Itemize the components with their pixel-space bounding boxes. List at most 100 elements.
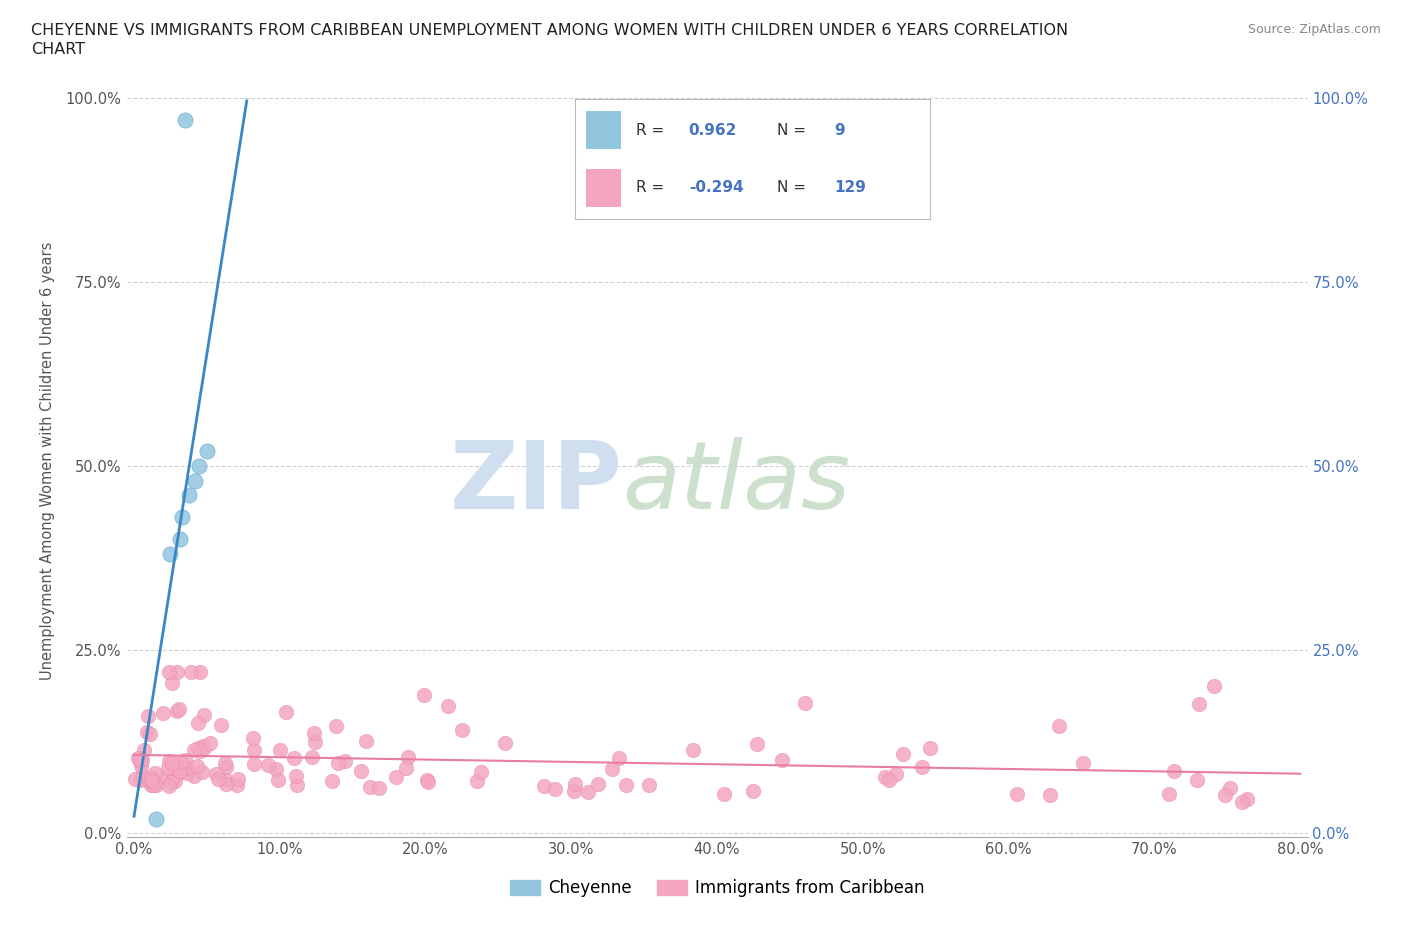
Point <box>242 730 264 745</box>
Point <box>145 777 167 792</box>
Point <box>637 777 659 792</box>
Point <box>191 738 214 753</box>
Point <box>450 723 472 737</box>
Point <box>321 773 343 788</box>
Point <box>1071 755 1094 770</box>
Point <box>193 708 215 723</box>
Point <box>242 742 264 757</box>
Point <box>385 770 408 785</box>
Point <box>359 779 381 794</box>
Point <box>215 759 238 774</box>
Point <box>562 784 585 799</box>
Point <box>145 765 167 780</box>
Point <box>169 532 191 547</box>
Legend: Cheyenne, Immigrants from Caribbean: Cheyenne, Immigrants from Caribbean <box>503 872 931 904</box>
Point <box>1236 791 1258 806</box>
Point <box>160 774 183 789</box>
Point <box>166 664 188 679</box>
Point <box>285 769 308 784</box>
Point <box>269 743 291 758</box>
Point <box>302 725 325 740</box>
Point <box>243 756 266 771</box>
Point <box>207 771 229 786</box>
Point <box>267 773 290 788</box>
Point <box>918 741 941 756</box>
Point <box>1039 788 1062 803</box>
Point <box>276 705 298 720</box>
Point <box>139 770 162 785</box>
Point <box>176 766 198 781</box>
Point <box>152 705 174 720</box>
Point <box>416 772 439 787</box>
Point <box>544 781 567 796</box>
Point <box>1230 794 1253 809</box>
Point <box>134 743 156 758</box>
Point <box>127 751 149 765</box>
Point <box>350 764 373 778</box>
Point <box>1188 697 1211 711</box>
Point <box>214 771 236 786</box>
Point <box>395 761 418 776</box>
Point <box>1219 780 1241 795</box>
Point <box>128 754 150 769</box>
Point <box>1204 679 1226 694</box>
Point <box>884 767 907 782</box>
Point <box>470 765 492 780</box>
Point <box>1005 787 1028 802</box>
Point <box>494 736 516 751</box>
Point <box>167 702 190 717</box>
Point <box>188 458 211 473</box>
Point <box>166 703 188 718</box>
Point <box>124 771 146 786</box>
Point <box>354 733 377 748</box>
Point <box>367 780 389 795</box>
Point <box>1213 787 1236 802</box>
Point <box>607 751 630 765</box>
Point <box>1163 764 1185 778</box>
Point <box>285 777 308 792</box>
Point <box>157 753 180 768</box>
Point <box>713 787 735 802</box>
Point <box>157 761 180 776</box>
Point <box>266 762 288 777</box>
Point <box>145 811 167 826</box>
Point <box>184 473 207 488</box>
Point <box>131 753 153 768</box>
Point <box>173 113 195 128</box>
Text: CHEYENNE VS IMMIGRANTS FROM CARIBBEAN UNEMPLOYMENT AMONG WOMEN WITH CHILDREN UND: CHEYENNE VS IMMIGRANTS FROM CARIBBEAN UN… <box>31 23 1069 38</box>
Point <box>877 773 900 788</box>
Point <box>157 778 180 793</box>
Point <box>214 755 236 770</box>
Y-axis label: Unemployment Among Women with Children Under 6 years: Unemployment Among Women with Children U… <box>39 241 55 680</box>
Point <box>195 444 218 458</box>
Point <box>159 547 181 562</box>
Text: ZIP: ZIP <box>450 437 623 529</box>
Point <box>682 742 704 757</box>
Point <box>180 664 202 679</box>
Point <box>770 752 793 767</box>
Point <box>304 735 326 750</box>
Point <box>129 752 152 767</box>
Point <box>1159 786 1181 801</box>
Point <box>187 740 209 755</box>
Point <box>139 726 162 741</box>
Point <box>128 773 150 788</box>
Point <box>226 772 249 787</box>
Point <box>142 777 165 792</box>
Point <box>169 764 191 779</box>
Point <box>157 664 180 679</box>
Point <box>283 751 305 765</box>
Point <box>465 774 488 789</box>
Text: Source: ZipAtlas.com: Source: ZipAtlas.com <box>1247 23 1381 36</box>
Point <box>186 758 208 773</box>
Point <box>179 488 201 503</box>
Point <box>176 761 198 776</box>
Point <box>160 755 183 770</box>
Point <box>188 664 211 679</box>
Point <box>136 709 159 724</box>
Point <box>173 752 195 767</box>
Point <box>335 753 357 768</box>
Point <box>226 777 249 792</box>
Point <box>576 785 599 800</box>
Point <box>745 737 768 751</box>
